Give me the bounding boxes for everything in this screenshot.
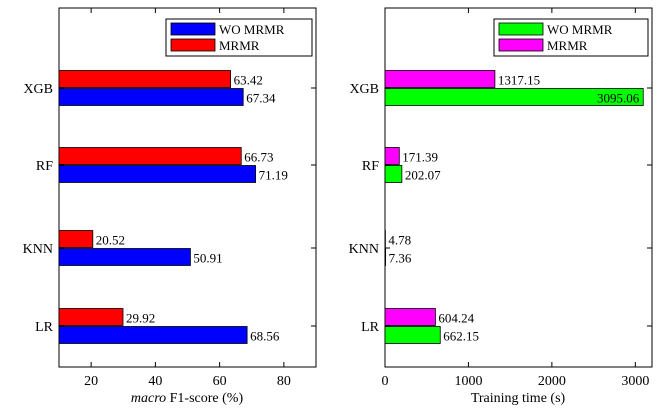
legend-label: MRMR [547, 38, 588, 53]
bar-mrmr-rf [58, 147, 242, 165]
y-tick-label: XGB [23, 82, 53, 97]
bar-value-label: 202.07 [405, 168, 441, 183]
legend-swatch [170, 38, 216, 52]
bar-value-label: 3095.06 [597, 91, 640, 106]
legend-swatch [170, 22, 216, 36]
x-tick-label: 60 [213, 374, 227, 389]
bar-mrmr-knn [58, 230, 94, 248]
x-axis-title-f1: macro F1-score (%) [131, 391, 243, 407]
legend-label: WO MRMR [547, 22, 613, 37]
x-tick-label: 80 [277, 374, 291, 389]
bar-value-label: 29.92 [126, 311, 155, 326]
bar-wo-mrmr-lr [58, 326, 248, 344]
chart-panel-0: 20 40 60 80 XGB 63.42 67.34 RF 66.73 71.19 KNN 20.5… [23, 7, 317, 389]
plot-frame [58, 7, 317, 368]
bar-value-label: 63.42 [234, 73, 263, 88]
x-tick-label: 0 [382, 374, 389, 389]
y-tick-label: KNN [349, 242, 379, 257]
bar-value-label: 68.56 [250, 329, 280, 344]
bar-wo-mrmr-rf [58, 165, 256, 183]
bar-mrmr-xgb [384, 70, 496, 88]
bar-value-label: 171.39 [402, 150, 438, 165]
bar-mrmr-lr [384, 308, 436, 326]
bar-mrmr-xgb [58, 70, 232, 88]
plot-frame [384, 7, 653, 368]
legend-label: MRMR [219, 38, 260, 53]
bar-value-label: 50.91 [193, 251, 222, 266]
x-tick-label: 20 [84, 374, 98, 389]
bar-wo-mrmr-lr [384, 326, 441, 344]
bar-value-label: 4.78 [388, 233, 411, 248]
bar-value-label: 20.52 [96, 233, 125, 248]
legend-label: WO MRMR [219, 22, 285, 37]
bar-mrmr-rf [384, 147, 400, 165]
y-tick-label: RF [36, 159, 53, 174]
bar-wo-mrmr-xgb [58, 88, 244, 106]
y-tick-label: KNN [23, 242, 53, 257]
y-tick-label: LR [361, 320, 380, 335]
bar-wo-mrmr-xgb [384, 88, 644, 106]
bar-wo-mrmr-knn [58, 248, 191, 266]
bar-mrmr-lr [58, 308, 124, 326]
x-axis-title-prefix: macro [130, 391, 167, 406]
bar-value-label: 66.73 [244, 150, 273, 165]
bar-value-label: 7.36 [389, 251, 412, 266]
x-tick-label: 1000 [454, 374, 482, 389]
bar-value-label: 662.15 [443, 329, 479, 344]
legend-swatch [498, 22, 544, 36]
x-tick-label: 2000 [538, 374, 566, 389]
legend-swatch [498, 38, 544, 52]
x-tick-label: 3000 [621, 374, 649, 389]
bar-wo-mrmr-rf [384, 165, 403, 183]
x-axis-title-text: Training time (s) [470, 391, 566, 406]
y-tick-label: LR [35, 320, 54, 335]
bar-value-label: 604.24 [438, 311, 474, 326]
y-tick-label: XGB [349, 82, 379, 97]
bar-value-label: 71.19 [259, 168, 288, 183]
bar-value-label: 1317.15 [498, 73, 540, 88]
x-axis-title-text: F1-score (%) [166, 391, 244, 406]
y-tick-label: RF [362, 159, 379, 174]
chart-panel-1: 0 1000 2000 3000 XGB 1317.15 3095.06 RF 171.39 20… [349, 7, 653, 389]
x-axis-title-time: Training time (s) [471, 391, 565, 407]
bar-value-label: 67.34 [246, 91, 276, 106]
bar-wo-mrmr-knn [384, 248, 387, 266]
x-tick-label: 40 [148, 374, 162, 389]
